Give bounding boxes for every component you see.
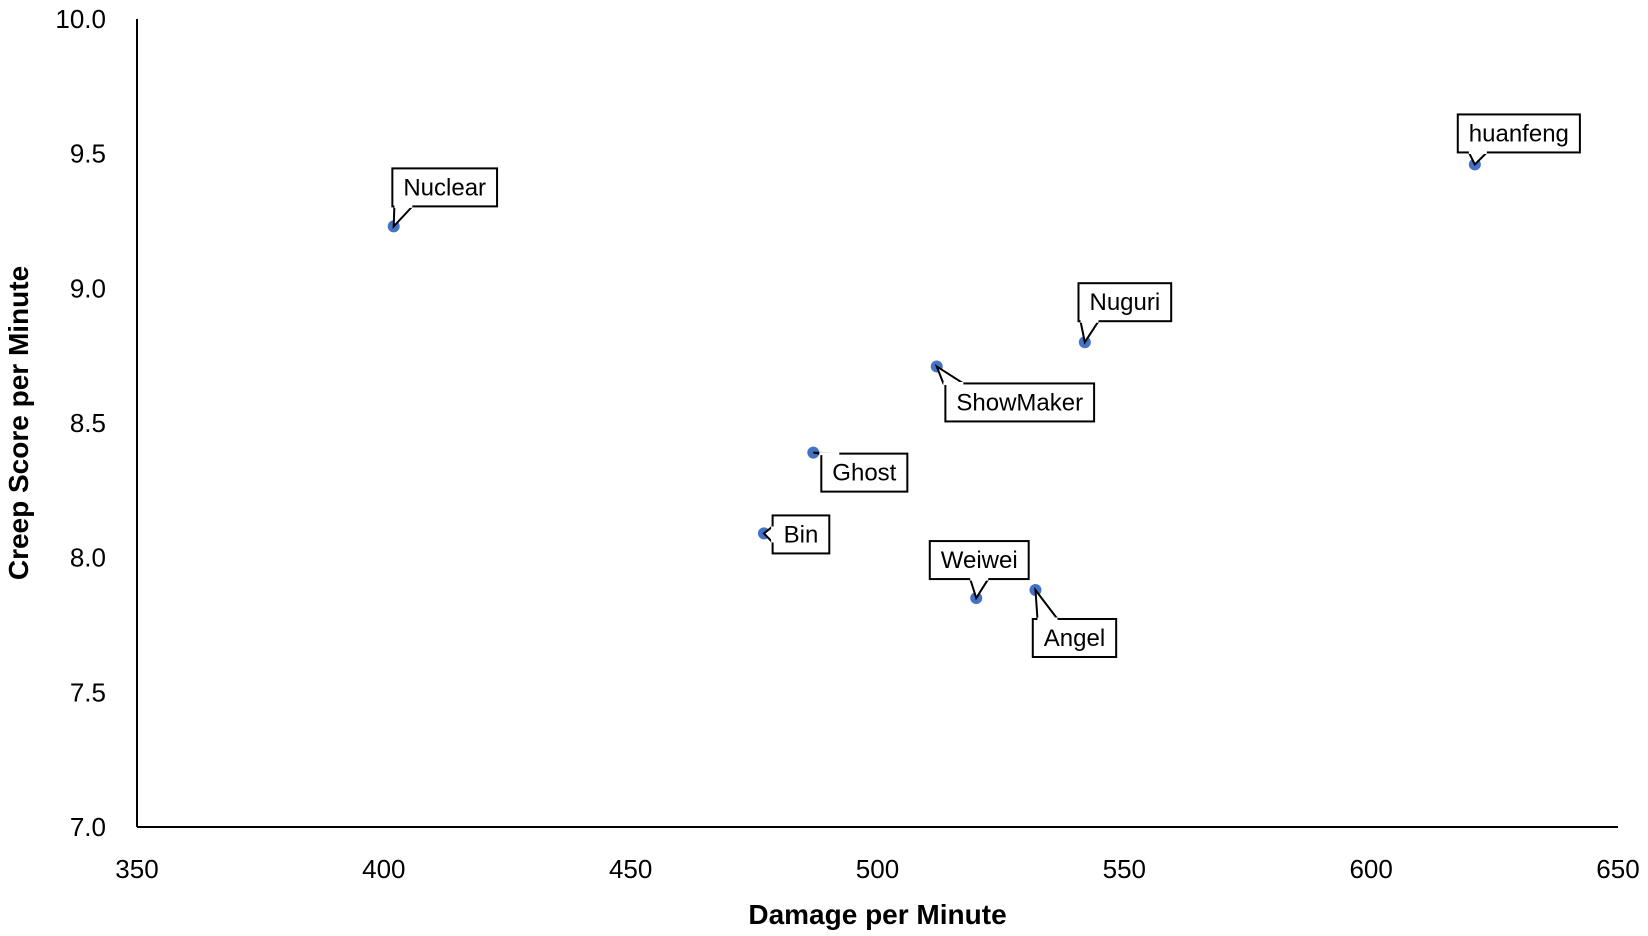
callout-box-nuclear [391,167,499,208]
callout-box-ghost [820,452,909,493]
callout-showmaker: ShowMaker [934,363,1096,423]
callout-huanfeng: huanfeng [1456,113,1581,167]
callout-box-bin [771,514,831,555]
point-label-angel: Angel [1044,625,1105,652]
point-label-bin: Bin [784,521,819,548]
x-tick-label: 350 [115,854,158,884]
point-callouts: Nuclear huanfeng Nuguri ShowMaker Ghost Bin We… [391,113,1581,658]
point-label-showmaker: ShowMaker [956,389,1083,416]
callout-pointer-nuclear [392,205,415,230]
x-tick-label: 600 [1349,854,1392,884]
point-label-nuguri: Nuguri [1089,289,1160,316]
x-tick-label: 650 [1596,854,1639,884]
x-tick-label: 400 [362,854,405,884]
callout-box-nuguri [1077,282,1173,323]
y-tick-label: 7.0 [70,812,106,842]
axes [136,19,1618,828]
callout-box-weiwei [928,540,1030,581]
point-label-weiwei: Weiwei [941,547,1018,574]
x-axis-title: Damage per Minute [748,899,1006,930]
y-tick-label: 10.0 [55,4,106,34]
callout-ghost: Ghost [813,451,909,493]
callout-nuguri: Nuguri [1077,282,1173,345]
x-tick-label: 450 [609,854,652,884]
callout-nuclear: Nuclear [391,167,499,230]
callout-pointer-showmaker [934,363,967,385]
callout-angel: Angel [1031,586,1118,658]
callout-weiwei: Weiwei [928,540,1030,601]
x-tick-label: 500 [856,854,899,884]
y-tick-label: 8.5 [70,408,106,438]
point-label-huanfeng: huanfeng [1469,120,1569,147]
x-tick-label: 550 [1103,854,1146,884]
callout-pointer-angel [1034,586,1060,620]
y-tick-label: 9.5 [70,139,106,169]
tick-labels: 350 400 450 500 550 600 650 7.0 7.5 8.0 8.5 9.0 9.5 1… [55,4,1639,884]
y-tick-label: 8.0 [70,543,106,573]
callout-box-angel [1031,617,1118,658]
point-label-nuclear: Nuclear [403,174,486,201]
y-axis-title: Creep Score per Minute [3,266,34,580]
callout-box-huanfeng [1456,113,1581,154]
y-tick-label: 7.5 [70,677,106,707]
callout-box-showmaker [944,382,1096,423]
y-tick-label: 9.0 [70,273,106,303]
callout-bin: Bin [762,514,831,555]
data-points [387,158,1481,605]
point-label-ghost: Ghost [832,460,896,487]
